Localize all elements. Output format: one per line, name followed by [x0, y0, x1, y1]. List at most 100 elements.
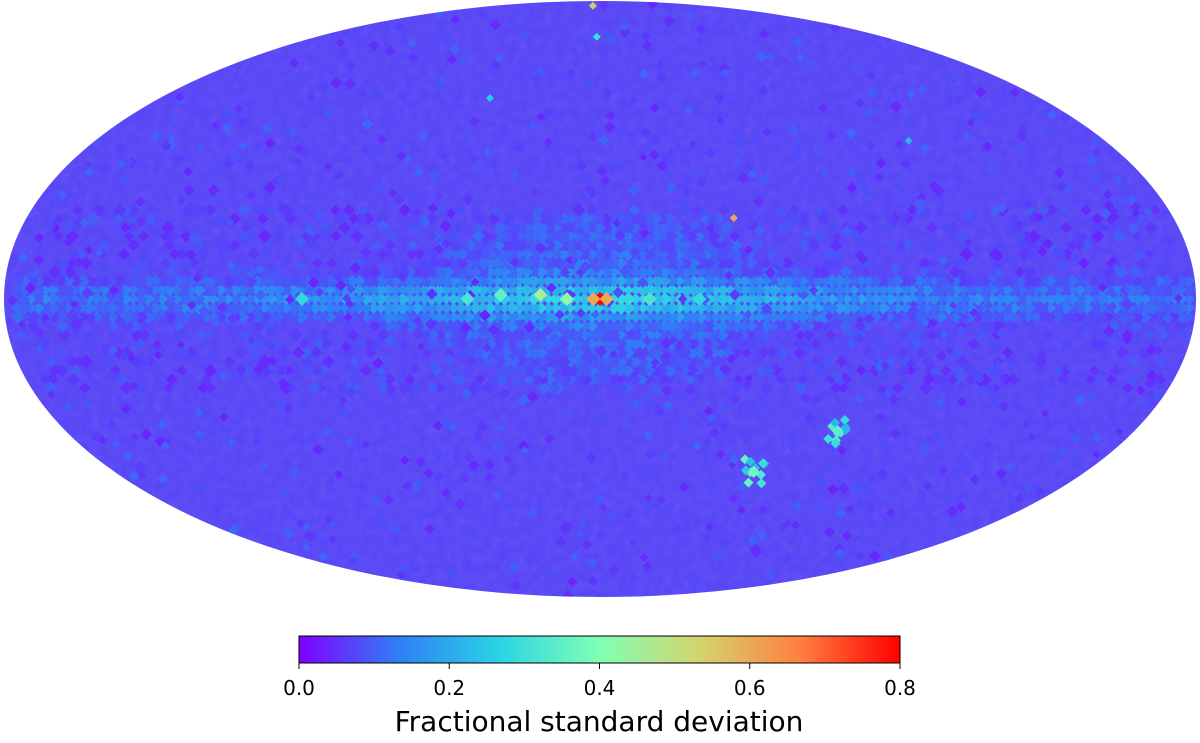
sky-pixel	[565, 266, 576, 278]
sky-pixel	[280, 488, 291, 499]
sky-pixel	[730, 455, 739, 465]
sky-pixel	[92, 203, 106, 217]
sky-pixel	[678, 417, 688, 427]
sky-pixel	[652, 329, 663, 341]
sky-pixel	[1158, 324, 1167, 333]
sky-pixel	[963, 238, 973, 248]
sky-pixel	[964, 210, 975, 220]
sky-pixel	[909, 337, 923, 351]
sky-pixel	[492, 354, 507, 369]
sky-pixel	[1133, 248, 1146, 260]
sky-pixel	[426, 328, 440, 342]
sky-pixel	[381, 292, 395, 306]
sky-pixel	[397, 272, 408, 282]
sky-pixel	[38, 337, 51, 350]
sky-pixel	[441, 329, 454, 341]
sky-pixel	[128, 204, 139, 216]
sky-pixel	[1062, 248, 1073, 260]
sky-pixel	[97, 301, 112, 315]
sky-pixel	[733, 374, 743, 384]
sky-pixel	[54, 301, 67, 315]
sky-pixel	[937, 373, 949, 385]
sky-pixel	[531, 374, 542, 385]
sky-pixel	[1058, 301, 1072, 315]
sky-pixel	[550, 355, 563, 368]
sky-pixel	[728, 492, 739, 504]
sky-pixel	[455, 311, 468, 323]
sky-pixel	[70, 316, 83, 329]
sky-pixel	[448, 204, 459, 216]
sky-pixel	[839, 265, 853, 279]
source-pixel	[756, 478, 767, 489]
sky-pixel	[571, 372, 585, 386]
sky-pixel	[1162, 312, 1174, 324]
sky-pixel	[774, 257, 786, 269]
sky-pixel	[120, 381, 134, 395]
sky-pixel	[157, 275, 169, 287]
sky-pixel	[723, 319, 737, 333]
sky-pixel	[411, 293, 423, 305]
sky-pixel	[55, 310, 68, 324]
sky-pixel	[658, 265, 671, 279]
sky-pixel	[1154, 302, 1166, 314]
sky-pixel	[113, 346, 126, 359]
sky-pixel	[974, 372, 985, 384]
sky-pixel	[856, 180, 866, 191]
sky-pixel	[1110, 275, 1122, 287]
sky-pixel	[451, 231, 463, 242]
sky-pixel	[528, 121, 538, 130]
sky-pixel	[222, 293, 234, 305]
sky-pixel	[775, 311, 787, 323]
sky-pixel	[285, 294, 295, 305]
sky-pixel	[745, 329, 757, 341]
sky-pixel	[1113, 175, 1124, 186]
sky-pixel	[523, 373, 535, 385]
sky-pixel	[412, 266, 424, 278]
sky-pixel	[794, 336, 808, 351]
sky-pixel	[469, 310, 482, 324]
sky-pixel	[1030, 311, 1041, 322]
sky-pixel	[322, 355, 336, 369]
sky-pixel	[1037, 275, 1049, 287]
sky-pixel	[379, 354, 393, 369]
sky-pixel	[834, 337, 843, 346]
sky-pixel	[1008, 275, 1019, 287]
sky-pixel	[1002, 347, 1014, 359]
sky-pixel	[450, 249, 461, 260]
sky-pixel	[768, 293, 780, 305]
sky-pixel	[819, 275, 831, 287]
sky-pixel	[556, 337, 570, 351]
sky-pixel	[657, 365, 669, 376]
sky-pixel	[506, 284, 518, 296]
sky-pixel	[996, 202, 1008, 214]
sky-pixel	[56, 319, 69, 333]
sky-pixel	[643, 319, 657, 333]
sky-pixel	[442, 338, 454, 350]
sky-pixel	[1116, 310, 1130, 324]
sky-pixel	[650, 256, 665, 271]
sky-pixel	[452, 365, 464, 376]
sky-pixel	[619, 266, 629, 276]
sky-pixel	[715, 449, 726, 460]
sky-pixel	[523, 212, 536, 225]
sky-pixel	[747, 169, 758, 179]
sky-pixel	[476, 8, 487, 18]
sky-pixel	[1101, 340, 1111, 350]
sky-pixel	[506, 328, 519, 341]
sky-pixel	[703, 437, 713, 447]
sky-pixel	[1124, 283, 1138, 297]
sky-pixel	[332, 302, 343, 314]
sky-pixel	[837, 204, 848, 216]
sky-pixel	[104, 301, 119, 315]
sky-pixel	[956, 266, 968, 278]
sky-pixel	[216, 275, 227, 287]
sky-pixel	[32, 302, 45, 314]
sky-pixel	[274, 275, 285, 287]
sky-pixel	[629, 538, 638, 547]
colorbar-tick-label: 0.0	[283, 676, 315, 700]
sky-pixel	[234, 105, 243, 114]
sky-pixel	[666, 275, 678, 287]
sky-pixel	[915, 346, 928, 359]
sky-pixel	[706, 244, 719, 257]
sky-pixel	[935, 350, 947, 362]
